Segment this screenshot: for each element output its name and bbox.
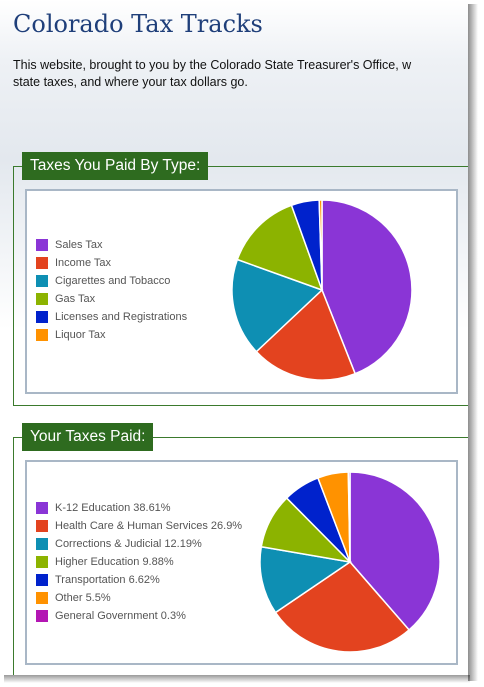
legend-swatch — [36, 311, 48, 323]
intro-line-1: This website, brought to you by the Colo… — [13, 58, 412, 72]
legend-swatch — [36, 502, 48, 514]
legend-swatch — [36, 574, 48, 586]
pie-slice-corrections-judicial — [259, 545, 352, 614]
page-shadow-right — [468, 4, 478, 681]
legend-swatch — [36, 257, 48, 269]
legend-label: Corrections & Judicial 12.19% — [55, 538, 202, 550]
legend-label: Other 5.5% — [55, 592, 111, 604]
legend-label: Liquor Tax — [55, 329, 106, 341]
pie-slice-health-care-human-services — [274, 561, 411, 653]
legend-swatch — [36, 592, 48, 604]
pie-slice-k-12-education — [349, 471, 441, 631]
legend-label: Higher Education 9.88% — [55, 556, 174, 568]
intro-text: This website, brought to you by the Colo… — [13, 57, 468, 91]
pie-slice-general-government — [347, 471, 351, 563]
legend-swatch — [36, 556, 48, 568]
legend-label: Income Tax — [55, 257, 112, 269]
legend-swatch — [36, 329, 48, 341]
legend-swatch — [36, 275, 48, 287]
page-title: Colorado Tax Tracks — [13, 10, 263, 38]
legend-label: Licenses and Registrations — [55, 311, 188, 323]
legend-swatch — [36, 293, 48, 305]
legend-label: Transportation 6.62% — [55, 574, 160, 586]
legend-label: Health Care & Human Services 26.9% — [55, 520, 243, 532]
pie-slice-liquor-tax — [318, 199, 323, 291]
legend-label: Sales Tax — [55, 239, 103, 251]
legend-swatch — [36, 520, 48, 532]
taxes-by-type-heading: Taxes You Paid By Type: — [22, 152, 209, 180]
page-background: Colorado Tax Tracks This website, brough… — [0, 0, 468, 675]
legend-swatch — [36, 538, 48, 550]
pie-slice-sales-tax — [321, 199, 413, 375]
legend-label: Gas Tax — [55, 293, 96, 305]
legend-swatch — [36, 239, 48, 251]
legend-label: General Government 0.3% — [55, 610, 186, 622]
legend-swatch — [36, 610, 48, 622]
pie-slice-income-tax — [255, 288, 357, 381]
legend-label: Cigarettes and Tobacco — [55, 275, 171, 287]
legend-label: K-12 Education 38.61% — [55, 502, 171, 514]
taxes-paid-pie-chart — [259, 471, 441, 653]
intro-line-2: state taxes, and where your tax dollars … — [13, 75, 248, 89]
taxes-paid-section — [13, 437, 468, 675]
page-shadow-bottom — [4, 675, 470, 683]
taxes-by-type-pie-chart — [231, 199, 413, 381]
taxes-paid-heading: Your Taxes Paid: — [22, 423, 154, 451]
pie-slice-gas-tax — [236, 204, 324, 292]
taxes-by-type-section — [13, 166, 468, 406]
